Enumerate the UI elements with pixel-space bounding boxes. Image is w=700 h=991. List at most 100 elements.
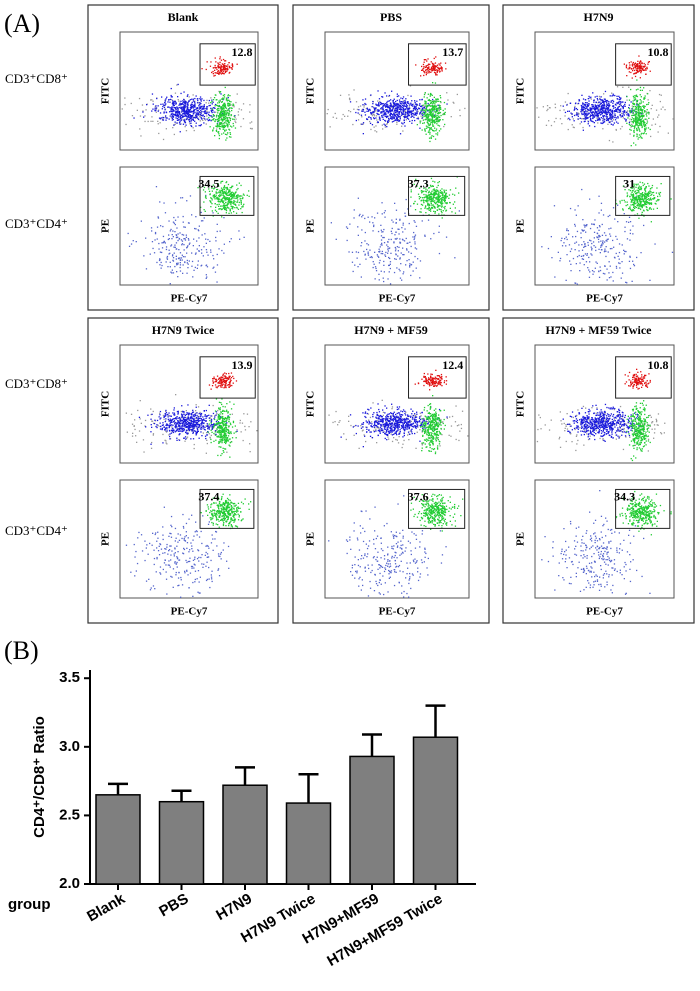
event-dot (581, 258, 583, 260)
event-dot (635, 192, 637, 195)
event-dot (440, 202, 442, 204)
event-dot (193, 101, 196, 103)
event-dot (423, 67, 425, 69)
event-dot (659, 100, 661, 103)
event-dot (176, 264, 178, 266)
event-dot (216, 104, 218, 106)
event-dot (171, 99, 173, 101)
event-dot (226, 120, 228, 122)
event-dot (576, 114, 578, 116)
event-dot (581, 108, 583, 110)
event-dot (568, 110, 570, 112)
event-dot (395, 100, 397, 103)
event-dot (632, 68, 635, 70)
event-dot (194, 120, 196, 122)
event-dot (198, 237, 200, 239)
event-dot (183, 249, 185, 251)
event-dot (381, 96, 383, 98)
event-dot (185, 124, 187, 126)
event-dot (581, 106, 583, 108)
event-dot (361, 242, 363, 244)
event-dot (609, 113, 611, 116)
event-dot (410, 112, 412, 114)
event-dot (388, 119, 390, 121)
event-dot (432, 197, 434, 199)
event-dot (205, 264, 208, 266)
event-dot (190, 120, 192, 122)
event-dot (636, 118, 638, 120)
event-dot (400, 111, 403, 114)
event-dot (587, 267, 589, 269)
event-dot (418, 104, 421, 106)
event-dot (424, 108, 426, 110)
event-dot (628, 71, 630, 73)
event-dot (222, 105, 224, 107)
event-dot (659, 191, 662, 194)
event-dot (387, 106, 389, 109)
event-dot (218, 137, 220, 140)
event-dot (599, 226, 601, 228)
event-dot (612, 109, 614, 111)
event-dot (384, 110, 386, 112)
event-dot (392, 101, 394, 103)
event-dot (603, 251, 606, 253)
event-dot (435, 189, 438, 191)
event-dot (180, 104, 182, 106)
event-dot (422, 116, 424, 118)
event-dot (442, 194, 444, 196)
event-dot (423, 71, 425, 73)
axis-label: PE (515, 219, 527, 233)
event-dot (214, 105, 216, 107)
event-dot (220, 208, 223, 211)
event-dot (173, 104, 175, 106)
event-dot (221, 107, 223, 109)
event-dot (430, 201, 432, 203)
event-dot (157, 216, 159, 218)
event-dot (574, 249, 576, 251)
event-dot (218, 116, 220, 118)
event-dot (581, 188, 583, 191)
event-dot (612, 113, 614, 115)
event-dot (230, 114, 232, 117)
event-dot (178, 122, 181, 124)
event-dot (159, 259, 161, 261)
event-dot (378, 248, 380, 250)
event-dot (410, 110, 412, 112)
event-dot (618, 95, 620, 97)
event-dot (186, 111, 188, 114)
event-dot (639, 106, 641, 108)
event-dot (437, 104, 439, 106)
event-dot (603, 102, 605, 104)
event-dot (399, 219, 401, 221)
event-dot (187, 102, 189, 104)
event-dot (585, 105, 587, 107)
event-dot (644, 129, 646, 131)
event-dot (612, 102, 614, 104)
event-dot (607, 238, 609, 240)
axis-label: PE-Cy7 (379, 293, 416, 305)
event-dot (608, 228, 610, 230)
event-dot (399, 258, 401, 260)
event-dot (432, 130, 435, 132)
event-dot (131, 115, 134, 117)
event-dot (409, 265, 411, 267)
event-dot (202, 119, 204, 121)
event-dot (388, 120, 390, 122)
event-dot (355, 111, 357, 114)
event-dot (438, 115, 440, 117)
event-dot (395, 248, 397, 250)
event-dot (218, 191, 220, 193)
event-dot (214, 66, 216, 68)
event-dot (182, 102, 184, 104)
event-dot (607, 104, 609, 107)
event-dot (216, 253, 218, 256)
event-dot (422, 200, 425, 202)
event-dot (439, 191, 442, 194)
event-dot (221, 205, 223, 207)
event-dot (377, 90, 379, 92)
event-dot (203, 246, 205, 248)
event-dot (224, 103, 226, 106)
event-dot (190, 103, 193, 105)
event-dot (165, 98, 167, 100)
event-dot (176, 119, 179, 121)
